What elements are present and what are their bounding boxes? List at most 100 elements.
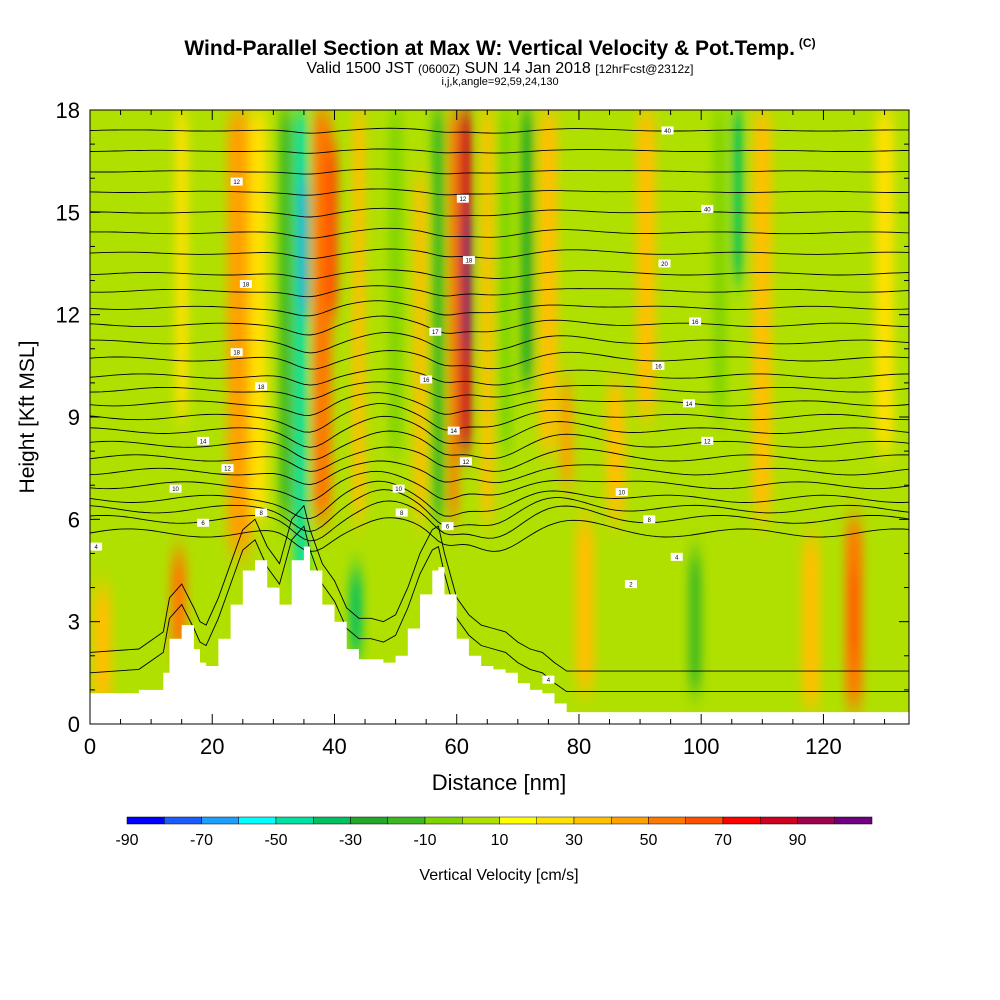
colorbar-swatch bbox=[573, 816, 612, 825]
x-axis-label: Distance [nm] bbox=[432, 770, 567, 795]
contour-label: 16 bbox=[423, 378, 430, 384]
chart-title-text: Wind-Parallel Section at Max W: Vertical… bbox=[184, 37, 795, 60]
colorbar-swatch bbox=[387, 816, 426, 825]
y-tick-label: 18 bbox=[56, 98, 80, 123]
y-tick-label: 3 bbox=[68, 610, 80, 635]
contour-label-bg bbox=[230, 348, 243, 357]
colorbar-swatch bbox=[238, 816, 277, 825]
contour-label-bg bbox=[661, 126, 674, 135]
contour-label-bg bbox=[624, 580, 637, 589]
contour-label: 8 bbox=[648, 518, 652, 524]
contour-label: 4 bbox=[94, 545, 98, 551]
contour-label-bg bbox=[255, 508, 268, 517]
contour-label-bg bbox=[429, 327, 442, 336]
colorbar-tick-label: 50 bbox=[640, 832, 658, 849]
contour-label: 12 bbox=[704, 439, 711, 445]
contour-label-bg bbox=[392, 484, 405, 493]
colorbar-swatch bbox=[648, 816, 686, 825]
theta-contour-line bbox=[90, 315, 909, 336]
colorbar-swatch bbox=[350, 816, 388, 825]
y-axis-label: Height [Kft MSL] bbox=[16, 341, 39, 494]
contour-label-bg bbox=[689, 317, 702, 326]
terrain bbox=[90, 546, 909, 724]
chart-subtitle: Valid 1500 JST (0600Z) SUN 14 Jan 2018 [… bbox=[0, 60, 1000, 78]
contour-label: 8 bbox=[400, 511, 404, 517]
velocity-band bbox=[464, 212, 471, 349]
contour-label-bg bbox=[395, 508, 408, 517]
theta-contour-line bbox=[90, 460, 909, 486]
contour-label: 6 bbox=[201, 521, 205, 527]
theta-contour-line bbox=[90, 285, 909, 298]
contour-label-bg bbox=[658, 259, 671, 268]
valid-time: Valid 1500 JST bbox=[306, 60, 414, 77]
velocity-band bbox=[753, 110, 772, 520]
colorbar-tick-label: 30 bbox=[565, 832, 583, 849]
contour-label: 16 bbox=[655, 364, 662, 370]
colorbar-tick-label: -50 bbox=[264, 832, 287, 849]
x-tick-label: 100 bbox=[683, 734, 720, 759]
contour-label: 12 bbox=[459, 197, 466, 203]
colorbar-swatch bbox=[424, 816, 463, 825]
plot-area: 4 6 8 10 12 14 18 18 18 12 10 8 6 12 14 16 17 18 12 4 2 4 8 10 1… bbox=[90, 110, 909, 724]
colorbar-swatch bbox=[313, 816, 351, 825]
contour-label-bg bbox=[197, 518, 210, 527]
contour-label-bg bbox=[420, 375, 433, 384]
copyright-mark: (C) bbox=[798, 36, 816, 50]
colorbar-tick-label: 10 bbox=[491, 832, 509, 849]
velocity-band bbox=[521, 110, 533, 383]
colorbar-tick-label: -30 bbox=[339, 832, 362, 849]
contour-label: 18 bbox=[258, 385, 265, 391]
contour-label: 18 bbox=[243, 282, 250, 288]
theta-contour-line bbox=[90, 517, 909, 552]
velocity-band bbox=[802, 536, 821, 707]
contour-label: 18 bbox=[466, 259, 473, 265]
contour-label-bg bbox=[221, 464, 234, 473]
contour-label-bg bbox=[90, 542, 103, 551]
contour-label: 20 bbox=[661, 262, 668, 268]
x-axis: 0 20 40 60 80 100 120 bbox=[84, 110, 886, 759]
theta-contour-labels: 4 6 8 10 12 14 18 18 18 12 10 8 6 12 14 16 17 18 12 4 2 4 8 10 1… bbox=[90, 126, 714, 684]
contour-label-bg bbox=[447, 426, 460, 435]
contour-label-bg bbox=[441, 522, 454, 531]
colorbar-swatch bbox=[611, 816, 649, 825]
colorbar: -90 -70 -50 -30 -10 10 30 50 70 90 bbox=[115, 816, 873, 849]
velocity-band bbox=[575, 519, 595, 690]
velocity-band bbox=[432, 110, 445, 520]
colorbar-swatch bbox=[462, 816, 500, 825]
velocity-band bbox=[713, 110, 726, 417]
y-tick-label: 12 bbox=[56, 303, 80, 328]
theta-contour-line bbox=[90, 525, 909, 693]
theta-contour-line bbox=[90, 248, 909, 259]
theta-contour-line bbox=[90, 430, 909, 461]
contour-label: 14 bbox=[450, 429, 457, 435]
theta-contour-line bbox=[90, 207, 909, 218]
theta-contour-line bbox=[90, 504, 909, 672]
forecast-info: [12hrFcst@2312z] bbox=[595, 62, 694, 76]
valid-date: SUN 14 Jan 2018 bbox=[464, 60, 591, 77]
theta-contour-line bbox=[90, 188, 909, 196]
contour-label: 2 bbox=[629, 583, 633, 589]
colorbar-swatch bbox=[834, 816, 873, 825]
y-axis: 0 3 6 9 12 15 18 bbox=[56, 98, 909, 737]
theta-contour-line bbox=[90, 500, 909, 542]
velocity-band bbox=[539, 110, 558, 452]
theta-contours bbox=[90, 127, 909, 693]
contour-label: 10 bbox=[618, 491, 625, 497]
theta-contour-line bbox=[90, 470, 909, 502]
chart-title: Wind-Parallel Section at Max W: Vertical… bbox=[0, 36, 1000, 61]
theta-contour-line bbox=[90, 446, 909, 472]
x-tick-label: 40 bbox=[322, 734, 346, 759]
contour-label-bg bbox=[230, 177, 243, 186]
theta-contour-line bbox=[90, 480, 909, 520]
velocity-bands bbox=[93, 110, 894, 707]
colorbar-swatch bbox=[536, 816, 575, 825]
colorbar-swatch bbox=[275, 816, 314, 825]
contour-label-bg bbox=[239, 279, 252, 288]
colorbar-tick-label: -90 bbox=[115, 832, 138, 849]
y-tick-label: 9 bbox=[68, 405, 80, 430]
x-tick-label: 20 bbox=[200, 734, 224, 759]
theta-contour-line bbox=[90, 227, 909, 239]
contour-label-bg bbox=[615, 488, 628, 497]
velocity-band bbox=[325, 144, 338, 315]
